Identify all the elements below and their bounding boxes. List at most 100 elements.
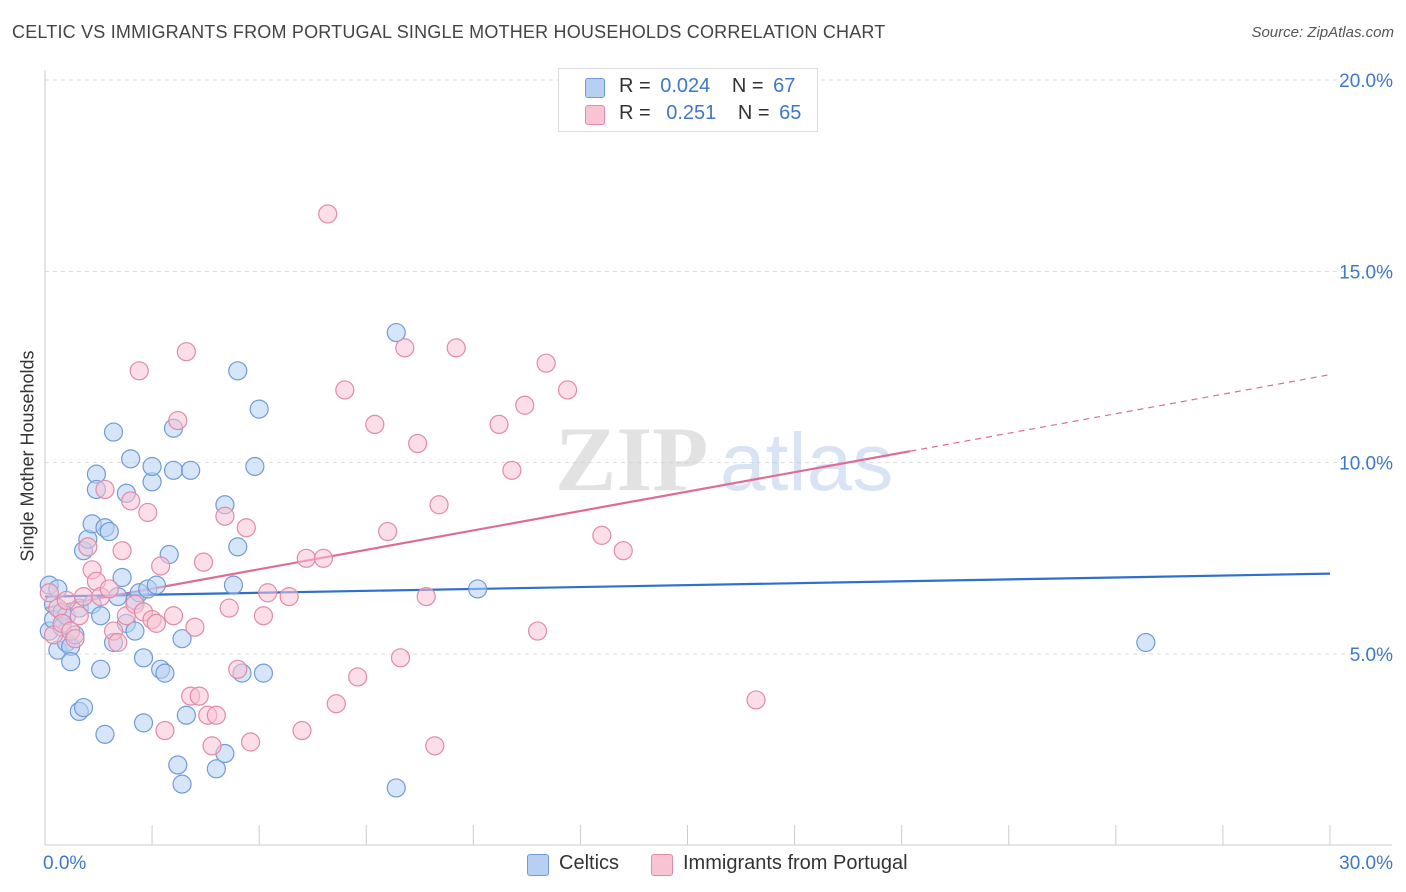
point-portugal	[489, 414, 509, 434]
point-portugal	[253, 606, 274, 626]
point-portugal	[202, 736, 222, 756]
point-portugal	[416, 586, 436, 607]
point-portugal	[236, 518, 256, 538]
point-portugal	[390, 648, 411, 668]
point-portugal	[429, 495, 449, 515]
legend-swatch-celtics	[585, 78, 605, 98]
y-tick-label: 15.0%	[1339, 262, 1393, 283]
point-portugal	[185, 617, 205, 637]
point-portugal	[163, 606, 184, 626]
point-portugal	[151, 556, 171, 576]
point-portugal	[335, 380, 355, 400]
x-tick-label: 0.0%	[43, 853, 86, 874]
bottom-legend-swatch-portugal	[651, 854, 673, 876]
point-portugal	[73, 586, 94, 607]
point-celtics	[223, 575, 244, 595]
point-celtics	[172, 774, 192, 794]
legend-r-label: R =	[619, 75, 651, 97]
point-portugal	[168, 410, 188, 431]
point-celtics	[146, 575, 166, 595]
point-portugal	[193, 552, 214, 572]
point-portugal	[446, 338, 466, 358]
watermark-atlas: atlas	[720, 417, 893, 508]
point-celtics	[181, 460, 201, 480]
point-portugal	[395, 338, 415, 358]
chart-title: CELTIC VS IMMIGRANTS FROM PORTUGAL SINGL…	[12, 22, 886, 42]
y-axis-label: Single Mother Households	[17, 350, 38, 562]
legend-n-value-celtics: 67	[773, 75, 796, 97]
point-portugal	[155, 720, 175, 741]
point-celtics	[155, 663, 175, 683]
point-portugal	[56, 590, 77, 611]
watermark: ZIP atlas	[555, 408, 893, 510]
point-portugal	[78, 537, 98, 557]
point-celtics	[103, 422, 124, 442]
legend-r-label: R =	[619, 102, 651, 124]
y-tick-label: 5.0%	[1350, 645, 1393, 666]
legend-n-label: N =	[737, 102, 770, 124]
legend-n-label: N =	[731, 75, 764, 97]
point-celtics	[91, 606, 111, 626]
point-celtics	[91, 659, 111, 679]
point-celtics	[1136, 632, 1156, 653]
point-celtics	[245, 456, 265, 477]
trend-line-portugal-extension	[910, 374, 1331, 452]
point-celtics	[95, 724, 115, 744]
point-portugal	[219, 598, 239, 618]
point-celtics	[249, 399, 269, 419]
legend-n-value-portugal: 65	[779, 102, 802, 124]
point-portugal	[502, 460, 522, 480]
trend-line-portugal	[44, 450, 911, 610]
point-portugal	[296, 548, 316, 568]
point-portugal	[292, 720, 312, 741]
point-portugal	[318, 204, 338, 224]
axes	[44, 70, 1392, 846]
point-portugal	[515, 395, 535, 415]
point-celtics	[206, 759, 226, 779]
bottom-legend-label-celtics: Celtics	[559, 852, 620, 874]
point-celtics	[168, 755, 188, 775]
legend-swatch-portugal	[585, 105, 605, 125]
point-portugal	[112, 541, 132, 561]
point-portugal	[121, 491, 141, 511]
point-portugal	[39, 583, 59, 603]
point-portugal	[95, 479, 115, 500]
point-portugal	[592, 525, 612, 545]
point-celtics	[386, 322, 406, 343]
point-portugal	[215, 506, 235, 526]
point-portugal	[425, 736, 445, 756]
point-portugal	[536, 353, 556, 373]
point-portugal	[99, 579, 119, 599]
gridlines	[45, 79, 1392, 655]
point-portugal	[348, 667, 368, 687]
point-portugal	[146, 613, 166, 633]
bottom-legend-label-portugal: Immigrants from Portugal	[683, 852, 908, 874]
x-tick-label: 30.0%	[1339, 853, 1393, 874]
point-celtics	[133, 648, 154, 668]
point-portugal	[326, 694, 346, 714]
data-points	[39, 204, 1156, 798]
point-portugal	[108, 632, 128, 653]
point-celtics	[99, 521, 119, 542]
point-portugal	[189, 686, 209, 706]
y-tick-label: 10.0%	[1339, 454, 1393, 475]
point-celtics	[228, 361, 248, 381]
point-portugal	[241, 732, 261, 752]
point-celtics	[133, 713, 154, 733]
point-portugal	[613, 541, 633, 561]
point-portugal	[206, 705, 226, 725]
legend: R = 0.024 N = 67 R = 0.251 N = 65	[558, 68, 818, 132]
point-portugal	[378, 521, 398, 542]
point-portugal	[408, 433, 428, 454]
legend-r-value-celtics: 0.024	[660, 75, 711, 97]
point-portugal	[228, 659, 248, 679]
point-celtics	[121, 449, 141, 469]
point-celtics	[61, 652, 81, 672]
point-celtics	[142, 456, 162, 477]
point-celtics	[228, 537, 248, 557]
point-celtics	[112, 567, 132, 588]
source-label: Source: ZipAtlas.com	[1251, 24, 1394, 41]
point-celtics	[172, 629, 192, 649]
tick-labels: 5.0% 10.0% 15.0% 20.0% 0.0% 30.0%	[43, 71, 1393, 874]
